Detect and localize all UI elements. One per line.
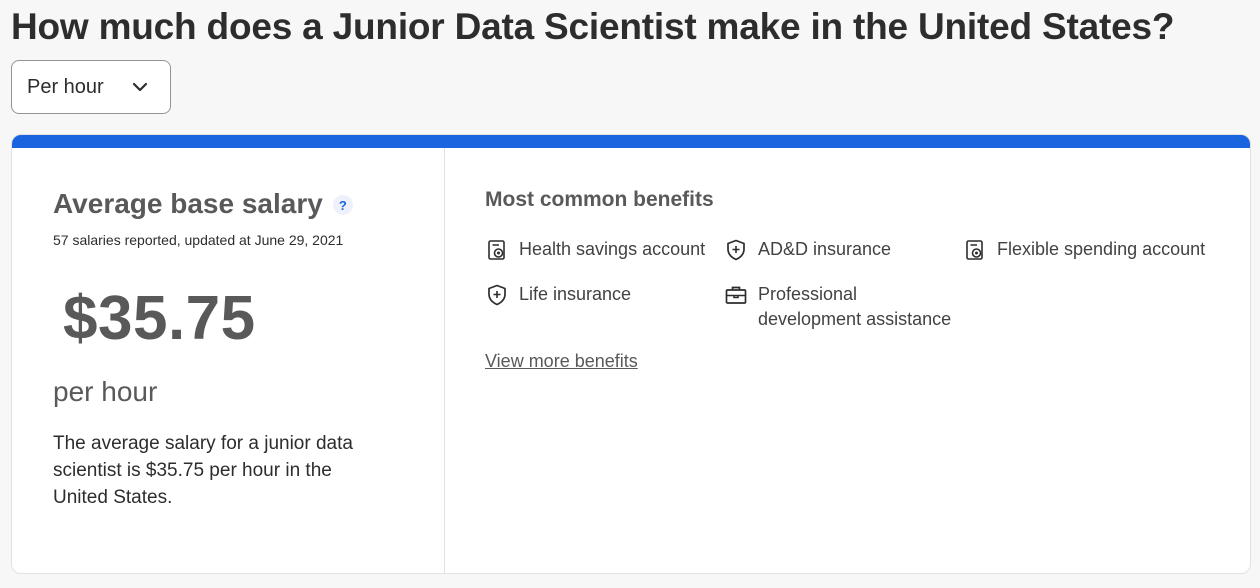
- benefit-label: Flexible spending account: [997, 239, 1206, 259]
- benefit-label: Life insurance: [519, 284, 632, 304]
- shield-icon: [488, 284, 506, 306]
- benefit-label: Health savings account: [519, 239, 706, 259]
- view-more-benefits-link[interactable]: View more benefits: [485, 351, 638, 371]
- chevron-down-icon: [132, 82, 148, 92]
- benefits-pane: Most common benefits Health savings acco…: [445, 148, 1250, 573]
- period-select[interactable]: Per hour: [11, 60, 171, 114]
- salary-heading: Average base salary ?: [53, 188, 353, 220]
- benefit-item-life-insurance: Life insurance: [485, 282, 631, 307]
- briefcase-icon: [725, 286, 747, 304]
- period-select-value: Per hour: [27, 75, 104, 98]
- benefit-item-health-savings: Health savings account: [485, 237, 705, 262]
- help-icon[interactable]: ?: [332, 195, 353, 215]
- card-accent-bar: [12, 135, 1250, 148]
- salary-amount: $35.75: [63, 284, 256, 353]
- benefit-item-flexible-spending: Flexible spending account: [963, 237, 1205, 262]
- page-title: How much does a Junior Data Scientist ma…: [11, 6, 1175, 47]
- document-coin-icon: [488, 240, 505, 260]
- document-coin-icon: [966, 240, 983, 260]
- benefit-item-professional-development: Professional development assistance: [724, 282, 964, 332]
- salary-card: Average base salary ? 57 salaries report…: [11, 134, 1251, 574]
- benefits-title: Most common benefits: [485, 188, 714, 211]
- benefit-item-add-insurance: AD&D insurance: [724, 237, 891, 262]
- salary-pane: Average base salary ? 57 salaries report…: [12, 148, 445, 573]
- salaries-reported: 57 salaries reported, updated at June 29…: [53, 232, 344, 248]
- salary-title: Average base salary: [53, 188, 323, 219]
- benefit-label: Professional development assistance: [758, 284, 952, 329]
- salary-description: The average salary for a junior data sci…: [53, 433, 353, 508]
- shield-icon: [727, 239, 745, 261]
- benefit-label: AD&D insurance: [758, 239, 892, 259]
- salary-period: per hour: [53, 376, 158, 407]
